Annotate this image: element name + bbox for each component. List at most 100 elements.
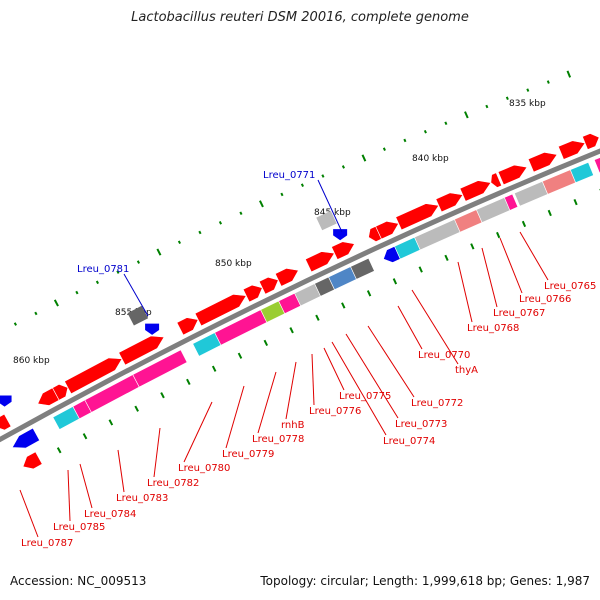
leader-line [457, 261, 473, 323]
scale-tick [300, 183, 304, 187]
inner-tick [521, 220, 527, 228]
scale-tick [34, 311, 38, 316]
gene-forward [304, 251, 335, 273]
scale-tick [423, 130, 427, 134]
gene-label-lreu-0787: Lreu_0787 [21, 538, 73, 549]
gene-label-lreu-0771: Lreu_0771 [263, 170, 315, 181]
gene-forward [395, 203, 440, 231]
gene-forward [118, 335, 165, 366]
scale-tick [198, 230, 202, 235]
scale-ticks [13, 70, 600, 468]
gene-forward [64, 357, 123, 395]
scale-tick [239, 211, 243, 216]
leader-line [317, 179, 343, 233]
scale-tick [382, 147, 386, 151]
scale-label-840: 840 kbp [412, 154, 449, 164]
scale-tick [341, 165, 345, 169]
leader-line [411, 289, 459, 365]
inner-tick [108, 419, 114, 426]
gene-reverse [569, 161, 594, 184]
gene-forward [490, 172, 503, 188]
inner-tick [496, 231, 501, 239]
gene-label-lreu-0782: Lreu_0782 [147, 478, 199, 489]
gene-label-lreu-0783: Lreu_0783 [116, 493, 168, 504]
leader-line [519, 231, 549, 281]
gene-forward [527, 152, 558, 173]
scale-tick [156, 248, 162, 256]
scale-tick [259, 200, 264, 208]
leader-line [285, 361, 297, 420]
leader-line [117, 449, 125, 493]
gene-label-thya: thyA [455, 365, 478, 376]
leader-line [499, 237, 523, 294]
gene-forward [194, 294, 247, 327]
inner-tick [470, 243, 475, 250]
inner-tick [82, 433, 88, 440]
accession-text: Accession: NC_009513 [10, 574, 147, 588]
inner-tick [186, 378, 191, 386]
leader-line [481, 247, 498, 308]
leader-line [123, 273, 149, 317]
gene-label-lreu-0766: Lreu_0766 [519, 294, 571, 305]
scale-tick [403, 138, 407, 143]
leader-line [153, 427, 161, 478]
gene-reverse [414, 218, 461, 251]
inner-tick [56, 447, 62, 454]
inner-tick [392, 278, 398, 285]
gene-reverse [503, 193, 519, 211]
scale-label-860: 860 kbp [13, 356, 50, 366]
leader-line [345, 333, 399, 419]
gene-label-lreu-0775: Lreu_0775 [339, 391, 391, 402]
gene-forward [242, 284, 263, 303]
scale-tick [505, 96, 509, 100]
leader-line [331, 341, 387, 436]
leader-line [367, 325, 415, 398]
inner-tick [315, 314, 320, 321]
gene-forward [375, 220, 400, 240]
scale-tick [444, 121, 448, 126]
gene-reverse [11, 427, 41, 449]
scale-tick [566, 70, 572, 78]
scale-tick [53, 299, 59, 307]
gene-outer-lreu-0781 [127, 305, 149, 326]
inner-tick [366, 290, 372, 297]
leader-line [183, 401, 213, 463]
scale-tick [13, 322, 17, 326]
gene-outer-marker [0, 395, 12, 407]
gene-labels-outer: Lreu_0771 Lreu_0781 [77, 170, 315, 275]
scale-tick [95, 280, 100, 285]
gene-label-lreu-0773: Lreu_0773 [395, 419, 447, 430]
gene-label-lreu-0779: Lreu_0779 [222, 449, 274, 460]
scale-tick [116, 270, 120, 274]
gene-label-lreu-0774: Lreu_0774 [383, 436, 435, 447]
inner-tick [237, 352, 243, 359]
scale-tick [75, 290, 79, 295]
gene-reverse [593, 157, 600, 174]
gene-label-lreu-0765: Lreu_0765 [544, 281, 596, 292]
scale-tick [546, 80, 550, 84]
gene-outer-lreu-0771 [316, 210, 337, 231]
inner-tick [160, 392, 165, 399]
gene-outer-marker [333, 229, 348, 241]
scale-tick [361, 154, 367, 162]
gene-forward [331, 241, 355, 260]
gene-label-lreu-0784: Lreu_0784 [84, 509, 136, 520]
gene-reverse [132, 349, 188, 388]
inner-tick [341, 302, 346, 309]
gene-label-lreu-0768: Lreu_0768 [467, 323, 519, 334]
gene-label-lreu-0785: Lreu_0785 [53, 522, 105, 533]
scale-tick [280, 192, 284, 197]
gene-label-lreu-0780: Lreu_0780 [178, 463, 230, 474]
scale-tick [177, 240, 182, 245]
scale-tick [218, 221, 223, 225]
scale-tick [485, 104, 489, 109]
gene-label-lreu-0770: Lreu_0770 [418, 350, 470, 361]
leader-line [225, 385, 245, 449]
scale-label-845: 845 kbp [314, 208, 351, 218]
inner-tick [573, 198, 578, 206]
gene-forward [459, 180, 492, 202]
gene-forward [497, 164, 528, 186]
gene-forward [274, 268, 299, 287]
scale-label-835: 835 kbp [509, 99, 546, 109]
